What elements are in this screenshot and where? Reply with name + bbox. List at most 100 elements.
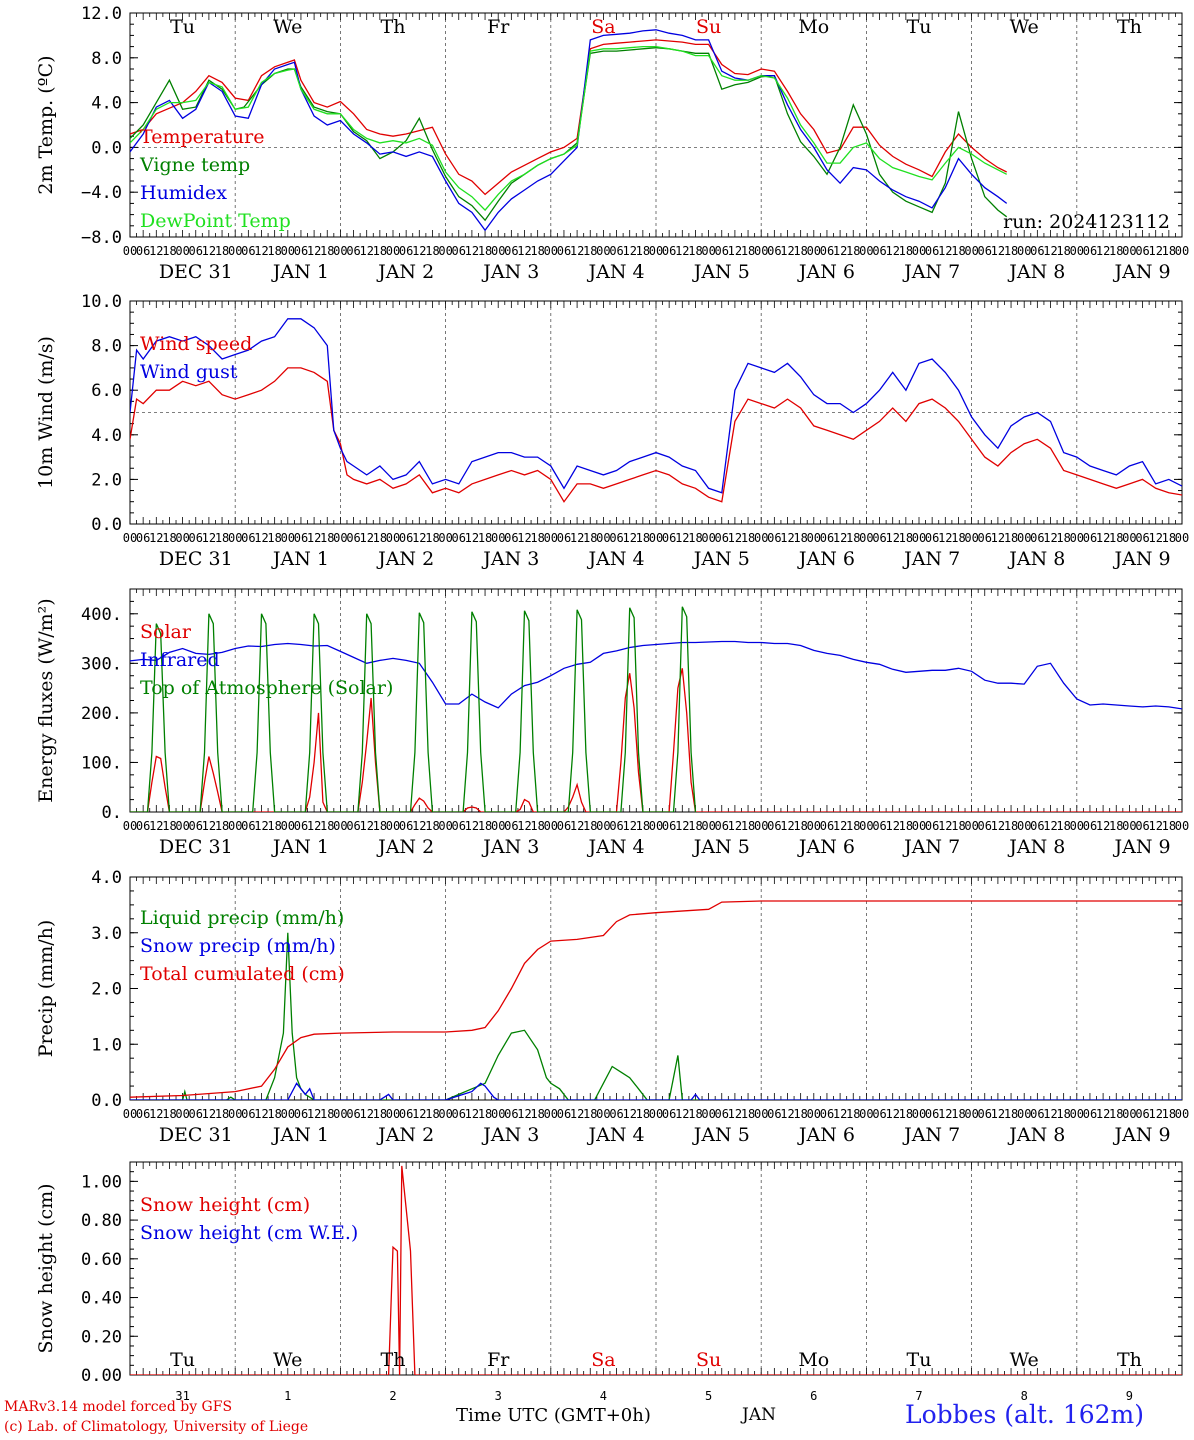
hour-tick-label: 00	[596, 244, 610, 258]
day-number-label: 6	[810, 1389, 817, 1403]
hour-tick-label: 00	[754, 819, 768, 833]
hour-tick-label: 18	[741, 244, 755, 258]
date-label: JAN 6	[797, 836, 855, 858]
y-tick-label: 10.0	[81, 292, 122, 312]
hour-tick-label: 18	[636, 531, 650, 545]
hour-tick-label: 12	[412, 244, 426, 258]
y-tick-label: 0.20	[81, 1327, 122, 1347]
hour-tick-label: 12	[833, 1107, 847, 1121]
day-number-label: 3	[495, 1389, 502, 1403]
hour-tick-label: 12	[570, 244, 584, 258]
y-tick-label: 0.80	[81, 1211, 122, 1231]
hour-tick-label: 12	[517, 819, 531, 833]
hour-tick-label: 06	[767, 531, 781, 545]
hour-tick-label: 18	[846, 1107, 860, 1121]
hour-tick-label: 06	[189, 819, 203, 833]
y-tick-label: 12.0	[81, 4, 122, 24]
hour-tick-label: 18	[478, 819, 492, 833]
hour-tick-label: 00	[175, 244, 189, 258]
date-label: JAN 2	[376, 548, 434, 570]
hour-tick-label: 18	[741, 531, 755, 545]
hour-tick-label: 12	[570, 819, 584, 833]
hour-tick-label: 00	[859, 531, 873, 545]
hour-tick-label: 18	[373, 244, 387, 258]
hour-tick-label: 06	[662, 244, 676, 258]
series-line	[130, 640, 1182, 710]
date-label: JAN 3	[481, 261, 539, 283]
hour-tick-label: 18	[793, 531, 807, 545]
y-tick-label: 300.	[81, 654, 122, 674]
date-label: DEC 31	[159, 836, 233, 858]
hour-tick-label: 12	[938, 1107, 952, 1121]
hour-tick-label: 12	[885, 1107, 899, 1121]
y-tick-label: 4.0	[91, 426, 122, 446]
hour-tick-label: 00	[228, 819, 242, 833]
y-axis-label: 10m Wind (m/s)	[35, 336, 57, 489]
weekday-label: Tu	[170, 1349, 195, 1371]
lab-credit: (c) Lab. of Climatology, University of L…	[4, 1419, 309, 1435]
weekday-label: We	[273, 1349, 302, 1371]
hour-tick-label: 06	[872, 244, 886, 258]
date-label: DEC 31	[159, 548, 233, 570]
hour-tick-label: 18	[267, 244, 281, 258]
weekday-label: Th	[1117, 16, 1142, 38]
hour-tick-label: 00	[754, 244, 768, 258]
hour-tick-label: 00	[1017, 244, 1031, 258]
hour-tick-label: 12	[202, 531, 216, 545]
hour-tick-label: 18	[478, 1107, 492, 1121]
hour-tick-label: 18	[899, 819, 913, 833]
hour-tick-label: 00	[701, 531, 715, 545]
day-number-label: 5	[705, 1389, 712, 1403]
hour-tick-label: 06	[662, 819, 676, 833]
hour-tick-label: 12	[728, 531, 742, 545]
hour-tick-label: 00	[807, 1107, 821, 1121]
hour-tick-label: 06	[346, 531, 360, 545]
hour-tick-label: 06	[399, 244, 413, 258]
hour-tick-label: 18	[636, 244, 650, 258]
hour-tick-label: 12	[202, 1107, 216, 1121]
hour-tick-label: 00	[807, 819, 821, 833]
hour-tick-label: 12	[1148, 1107, 1162, 1121]
hour-tick-label: 12	[1043, 244, 1057, 258]
hour-tick-label: 06	[1030, 244, 1044, 258]
date-label: JAN 8	[1007, 836, 1065, 858]
day-number-label: 9	[1126, 1389, 1133, 1403]
date-label: JAN 5	[692, 261, 750, 283]
hour-tick-label: 00	[123, 819, 137, 833]
legend-entry: Snow height (cm W.E.)	[140, 1222, 358, 1244]
hour-tick-label: 06	[136, 531, 150, 545]
hour-tick-label: 12	[359, 819, 373, 833]
weekday-label: Mo	[798, 1349, 829, 1371]
hour-tick-label: 00	[1070, 1107, 1084, 1121]
hour-tick-label: 12	[149, 244, 163, 258]
y-tick-label: 0.	[102, 803, 122, 823]
hour-tick-label: 06	[241, 1107, 255, 1121]
hour-tick-label: 06	[662, 531, 676, 545]
hour-tick-label: 00	[491, 1107, 505, 1121]
hour-tick-label: 00	[964, 244, 978, 258]
hour-tick-label: 12	[1043, 531, 1057, 545]
hour-tick-label: 12	[254, 531, 268, 545]
hour-tick-label: 00	[333, 819, 347, 833]
date-label: JAN 7	[902, 1124, 960, 1146]
series-line	[130, 606, 697, 812]
series-line	[130, 367, 1182, 503]
hour-tick-label: 06	[1135, 819, 1149, 833]
hour-tick-label: 06	[820, 819, 834, 833]
hour-tick-label: 06	[346, 1107, 360, 1121]
hour-tick-label: 12	[149, 531, 163, 545]
hour-tick-label: 12	[412, 531, 426, 545]
date-label: JAN 2	[376, 261, 434, 283]
hour-tick-label: 00	[438, 1107, 452, 1121]
series-line	[130, 29, 1008, 232]
hour-tick-label: 18	[320, 244, 334, 258]
y-tick-label: 100.	[81, 753, 122, 773]
hour-tick-label: 18	[530, 819, 544, 833]
hour-tick-label: 18	[215, 244, 229, 258]
hour-tick-label: 12	[675, 819, 689, 833]
hour-tick-label: 06	[715, 1107, 729, 1121]
hour-tick-label: 06	[1135, 244, 1149, 258]
series-line	[130, 1082, 1182, 1100]
hour-tick-label: 00	[649, 531, 663, 545]
